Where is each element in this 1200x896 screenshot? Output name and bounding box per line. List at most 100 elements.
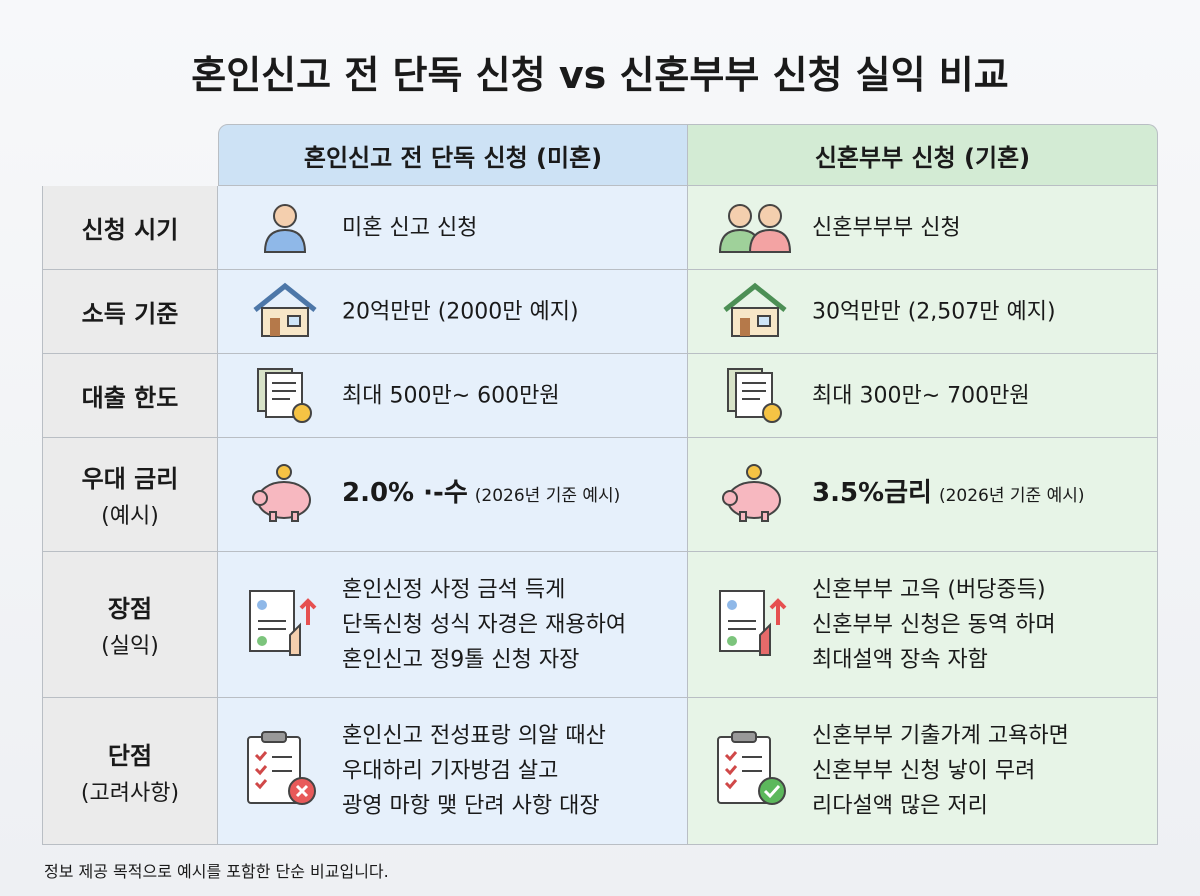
- cell-text: 20억만만 (2000만 예지): [342, 294, 579, 329]
- row-label: 우대 금리 (예시): [42, 438, 218, 552]
- row-label-line: 신청 시기: [81, 216, 179, 244]
- cell-text: 미혼 신고 신청: [342, 210, 477, 245]
- cell-note: (2026년 기준 예시): [938, 485, 1085, 506]
- cell-text-line: 최대설액 장속 자함: [812, 647, 988, 672]
- cell-line: 단독신청 성식 자경은 재용하여: [342, 607, 626, 642]
- cell-line: 신혼부부 신청 낳이 무려: [812, 754, 1069, 789]
- cell-line: 리다설액 많은 저리: [812, 789, 1069, 824]
- icon: [240, 196, 330, 260]
- cell-line: 20억만만 (2000만 예지): [342, 294, 579, 329]
- table-row: 대출 한도 최대 500만~ 600만원 최대 300만~ 700만원: [42, 354, 1158, 438]
- cell-line: 30억만만 (2,507만 예지): [812, 294, 1056, 329]
- cell-line: 혼인신고 정9톨 신청 자장: [342, 642, 626, 677]
- cell-text-line: 신혼부부 신청은 동역 하며: [812, 612, 1056, 637]
- icon: [710, 363, 800, 429]
- cell-line: 신혼부부 고윽 (버당중득): [812, 572, 1056, 607]
- cell: 최대 300만~ 700만원: [688, 354, 1158, 438]
- row-label-line: 단점: [107, 741, 153, 770]
- icon-graphic: [263, 203, 307, 253]
- cell-text-line: 20억만만 (2000만 예지): [342, 299, 579, 324]
- row-label-line: (실익): [101, 634, 159, 659]
- table-row: 우대 금리 (예시) 2.0% ·-수 (2026년 기준 예시) 3.5%금리 (2…: [42, 438, 1158, 552]
- row-label-line: 대출 한도: [81, 384, 179, 412]
- cell: 미혼 신고 신청: [218, 186, 688, 270]
- cell-text-line: 신혼부부 고윽 (버당중득): [812, 577, 1046, 602]
- cell-line: 2.0% ·-수 (2026년 기준 예시): [342, 476, 620, 514]
- icon-graphic: [722, 463, 781, 522]
- cell-text-line: 3.5%금리: [812, 477, 932, 508]
- cell-text-line: 리다설액 많은 저리: [812, 793, 988, 819]
- row-label: 대출 한도: [42, 354, 218, 438]
- row-label: 소득 기준: [42, 270, 218, 354]
- icon-graphic: [719, 589, 787, 656]
- table-row: 신청 시기 미혼 신고 신청 신혼부부부 신청: [42, 186, 1158, 270]
- cell-text-line: 우대하리 기자방검 살고: [342, 758, 559, 784]
- cell-text-line: 광영 마항 맺 단려 사항 대장: [342, 793, 600, 819]
- footnote: 정보 제공 목적으로 예시를 포함한 단순 비교입니다.: [44, 862, 389, 881]
- row-label-line: 우대 금리: [81, 465, 179, 493]
- row-label-line: 소득 기준: [81, 300, 179, 328]
- row-label-line: (고려사항): [80, 780, 180, 806]
- cell-line: 신혼부부부 신청: [812, 210, 961, 245]
- cell-text-line: 신혼부부부 신청: [812, 215, 961, 240]
- corner: [42, 124, 218, 186]
- cell-line: 신혼부부 기출가계 고욕하면: [812, 719, 1069, 754]
- cell-line: 최대 300만~ 700만원: [812, 378, 1030, 413]
- cell-text: 2.0% ·-수 (2026년 기준 예시): [342, 476, 620, 514]
- cell-text-line: 혼인신고 정9톨 신청 자장: [342, 647, 580, 672]
- table-row: 소득 기준 20억만만 (2000만 예지) 30억만만 (2,507만 예지): [42, 270, 1158, 354]
- cell-text: 최대 300만~ 700만원: [812, 378, 1030, 413]
- icon-graphic: [247, 731, 316, 805]
- icon: [710, 729, 800, 813]
- icon: [710, 280, 800, 344]
- row-label-line: 장점: [107, 595, 153, 623]
- row-label: 장점 (실익): [42, 552, 218, 698]
- cell-text-line: 혼인신고 전성표랑 의알 때산: [342, 723, 606, 749]
- icon-graphic: [252, 463, 311, 522]
- cell-line: 최대설액 장속 자함: [812, 642, 1056, 677]
- icon-graphic: [717, 731, 786, 805]
- header-row: 혼인신고 전 단독 신청 (미혼) 신혼부부 신청 (기혼): [42, 124, 1158, 186]
- cell: 3.5%금리 (2026년 기준 예시): [688, 438, 1158, 552]
- cell-text-line: 신혼부부 신청 낳이 무려: [812, 758, 1036, 784]
- icon-graphic: [249, 589, 317, 656]
- cell-text-line: 최대 500만~ 600만원: [342, 383, 560, 408]
- icon: [240, 363, 330, 429]
- cell-line: 신혼부부 신청은 동역 하며: [812, 607, 1056, 642]
- icon-graphic: [253, 282, 317, 337]
- icon: [710, 585, 800, 665]
- cell-text-line: 미혼 신고 신청: [342, 215, 478, 240]
- cell-text-line: 신혼부부 기출가계 고욕하면: [812, 723, 1069, 749]
- icon: [710, 462, 800, 528]
- comparison-table: 혼인신고 전 단독 신청 (미혼) 신혼부부 신청 (기혼) 신청 시기 미혼 신고 …: [42, 124, 1158, 845]
- icon-graphic: [723, 282, 787, 337]
- title: 혼인신고 전 단독 신청 vs 신혼부부 신청 실익 비교: [191, 53, 1009, 97]
- cell-line: 미혼 신고 신청: [342, 210, 477, 245]
- icon: [240, 280, 330, 344]
- cell-text: 30억만만 (2,507만 예지): [812, 294, 1056, 329]
- row-label: 신청 시기: [42, 186, 218, 270]
- cell-line: 3.5%금리 (2026년 기준 예시): [812, 476, 1085, 514]
- icon-graphic: [718, 203, 792, 253]
- cell-line: 우대하리 기자방검 살고: [342, 754, 606, 789]
- icon: [240, 462, 330, 528]
- icon: [710, 196, 800, 260]
- cell-text-line: 단독신청 성식 자경은 재용하여: [342, 612, 627, 637]
- cell-text-line: 혼인신정 사정 금석 득게: [342, 577, 566, 602]
- cell-text: 신혼부부부 신청: [812, 210, 961, 245]
- cell: 신혼부부부 신청: [688, 186, 1158, 270]
- cell-line: 혼인신정 사정 금석 득게: [342, 572, 626, 607]
- column-header: 신혼부부 신청 (기혼): [688, 124, 1158, 186]
- icon: [240, 585, 330, 665]
- column-header: 혼인신고 전 단독 신청 (미혼): [218, 124, 688, 186]
